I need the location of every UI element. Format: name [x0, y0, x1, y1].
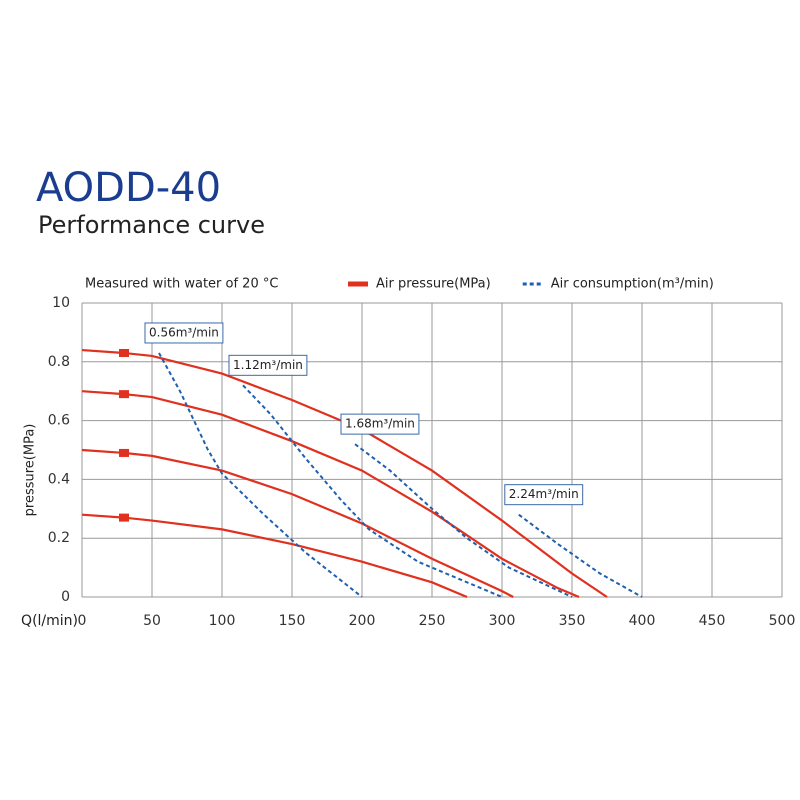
series-label: 1.12m³/min	[233, 358, 303, 372]
y-tick-label: 0.2	[48, 530, 70, 546]
series-line	[518, 513, 643, 598]
note: Measured with water of 20 °C	[85, 277, 278, 292]
legend-label: Air pressure(MPa)	[376, 277, 491, 292]
legend-label: Air consumption(m³/min)	[551, 277, 714, 292]
series-label-box	[228, 354, 308, 376]
x-tick-label: 400	[629, 613, 656, 629]
y-axis-label: pressure(MPa)	[23, 424, 38, 517]
x-tick-label: 200	[349, 613, 376, 629]
series-label-box	[144, 322, 224, 344]
point-marker	[119, 390, 129, 399]
series-label: 0.56m³/min	[149, 325, 219, 339]
x-tick-label: 500	[769, 613, 796, 629]
x-tick-label: 0	[78, 613, 87, 629]
y-tick-label: 0.6	[48, 413, 70, 429]
x-tick-label: 150	[279, 613, 306, 629]
series-line	[158, 352, 363, 598]
series-label: 1.68m³/min	[345, 417, 415, 431]
x-tick-label: 250	[419, 613, 446, 629]
series-line	[242, 384, 503, 598]
y-tick-label: 10	[52, 295, 70, 311]
chart-title: AODD-40	[36, 165, 221, 211]
y-tick-label: 0.8	[48, 354, 70, 370]
x-tick-label: 50	[143, 613, 161, 629]
point-marker	[119, 513, 129, 522]
x-tick-label: 100	[209, 613, 236, 629]
point-marker	[119, 448, 129, 457]
x-tick-label: 300	[489, 613, 516, 629]
series-label-box	[340, 413, 420, 435]
series-line	[81, 448, 514, 598]
chart-subtitle: Performance curve	[38, 211, 265, 239]
x-tick-label: 350	[559, 613, 586, 629]
series-line	[81, 390, 580, 599]
x-axis-label: Q(l/min)	[21, 613, 78, 629]
y-tick-label: 0.4	[48, 471, 70, 487]
point-marker	[119, 348, 129, 357]
series-line	[354, 443, 573, 598]
x-tick-label: 450	[699, 613, 726, 629]
y-tick-label: 0	[61, 589, 70, 605]
series-line	[81, 348, 608, 598]
series-label-box	[504, 484, 584, 506]
series-label: 2.24m³/min	[509, 487, 579, 501]
